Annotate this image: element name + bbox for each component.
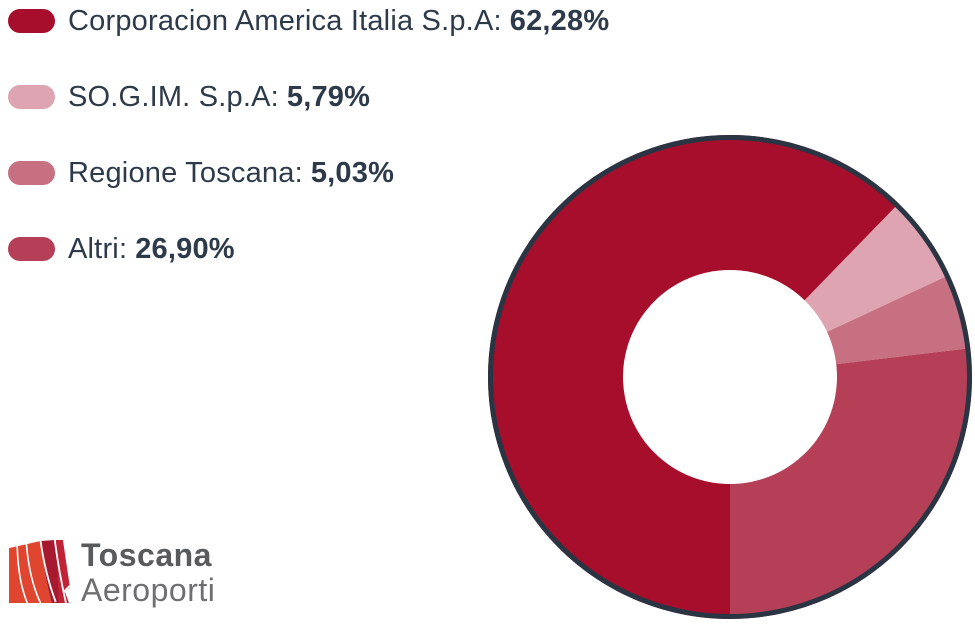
donut-chart: [488, 134, 973, 620]
legend-value: 26,90%: [135, 232, 235, 265]
legend-entry: Corporacion America Italia S.p.A: 62,28%: [68, 5, 609, 38]
brand-name: Toscana Aeroporti: [81, 538, 215, 608]
toscana-aeroporti-logo-icon: [9, 539, 70, 604]
legend-entry: SO.G.IM. S.p.A: 5,79%: [68, 81, 370, 114]
legend-entry: Altri: 26,90%: [68, 233, 235, 266]
legend-entry: Regione Toscana: 5,03%: [68, 157, 394, 190]
toscana-aeroporti-logo: Toscana Aeroporti: [8, 538, 215, 608]
legend-value: 62,28%: [509, 4, 610, 37]
brand-name-line2: Aeroporti: [81, 572, 216, 608]
brand-name-line1: Toscana: [81, 537, 212, 573]
donut-outer-ring: [488, 135, 972, 619]
legend-value: 5,79%: [286, 80, 371, 113]
legend-swatch-icon: [8, 161, 55, 185]
legend-label: SO.G.IM. S.p.A:: [68, 80, 279, 113]
legend-label: Regione Toscana:: [68, 156, 303, 189]
legend-label: Altri:: [68, 232, 128, 265]
shareholders-legend: Corporacion America Italia S.p.A: 62,28% …: [0, 0, 609, 308]
legend-swatch-icon: [8, 237, 55, 261]
legend-swatch-icon: [8, 9, 55, 33]
donut-hole: [623, 270, 837, 484]
legend-swatch-icon: [8, 85, 55, 109]
legend-label: Corporacion America Italia S.p.A:: [68, 4, 502, 37]
legend-item-regione-toscana: Regione Toscana: 5,03%: [8, 156, 609, 190]
legend-item-sogim: SO.G.IM. S.p.A: 5,79%: [8, 80, 609, 114]
legend-item-corporacion-america: Corporacion America Italia S.p.A: 62,28%: [8, 4, 609, 38]
legend-value: 5,03%: [310, 156, 395, 189]
legend-item-altri: Altri: 26,90%: [8, 232, 609, 266]
